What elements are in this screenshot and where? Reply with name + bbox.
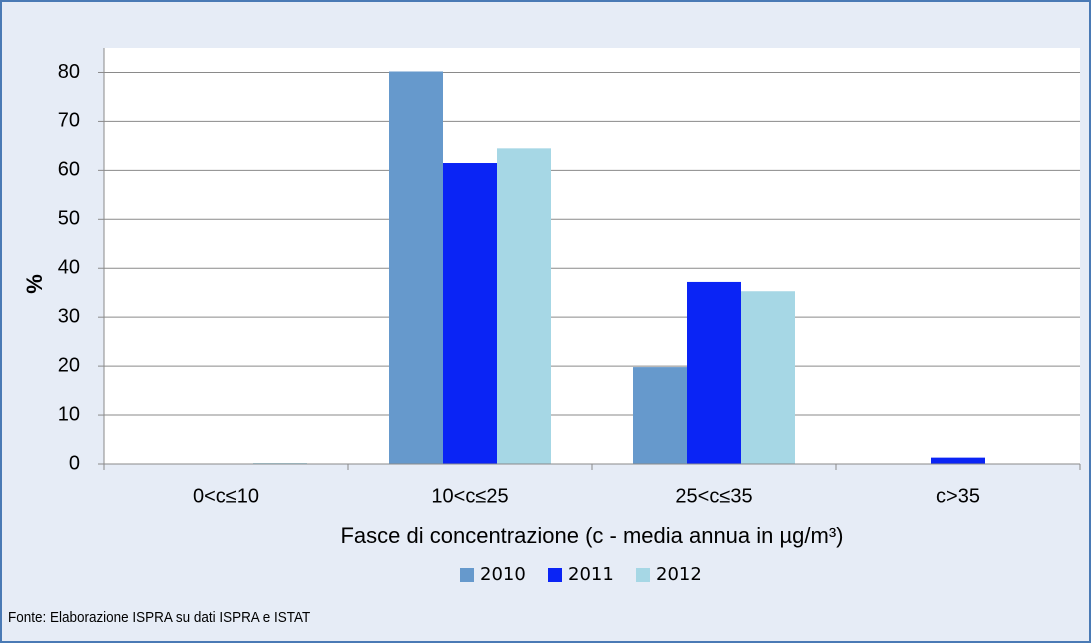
x-tick-label: 10<c≤25 [431,485,508,507]
y-tick-label: 80 [58,61,80,83]
y-tick-label: 50 [58,208,80,230]
x-tick-label: 0<c≤10 [193,485,259,507]
y-tick-label: 30 [58,305,80,327]
legend-swatch [460,568,474,582]
y-axis-label: % [22,274,47,294]
y-tick-label: 0 [69,452,80,474]
bar [931,457,985,464]
bar [497,148,551,464]
y-tick-label: 10 [58,403,80,425]
y-tick-label: 40 [58,257,80,279]
bar [443,163,497,464]
bar [687,281,741,464]
bar [389,71,443,465]
bar [633,367,687,464]
legend-swatch [636,568,650,582]
legend-label: 2010 [480,564,526,585]
source: Fonte: Elaborazione ISPRA su dati ISPRA … [8,609,311,626]
plot-area [104,48,1080,464]
legend-label: 2011 [568,564,614,585]
y-tick-label: 60 [58,159,80,181]
y-tick-label: 70 [58,110,80,132]
legend-label: 2012 [656,564,702,585]
x-axis-label: Fasce di concentrazione (c - media annua… [340,523,843,548]
x-tick-label: 25<c≤35 [675,485,752,507]
x-tick-label: c>35 [936,485,980,507]
y-tick-label: 20 [58,354,80,376]
bar [741,291,795,464]
legend-swatch [548,568,562,582]
